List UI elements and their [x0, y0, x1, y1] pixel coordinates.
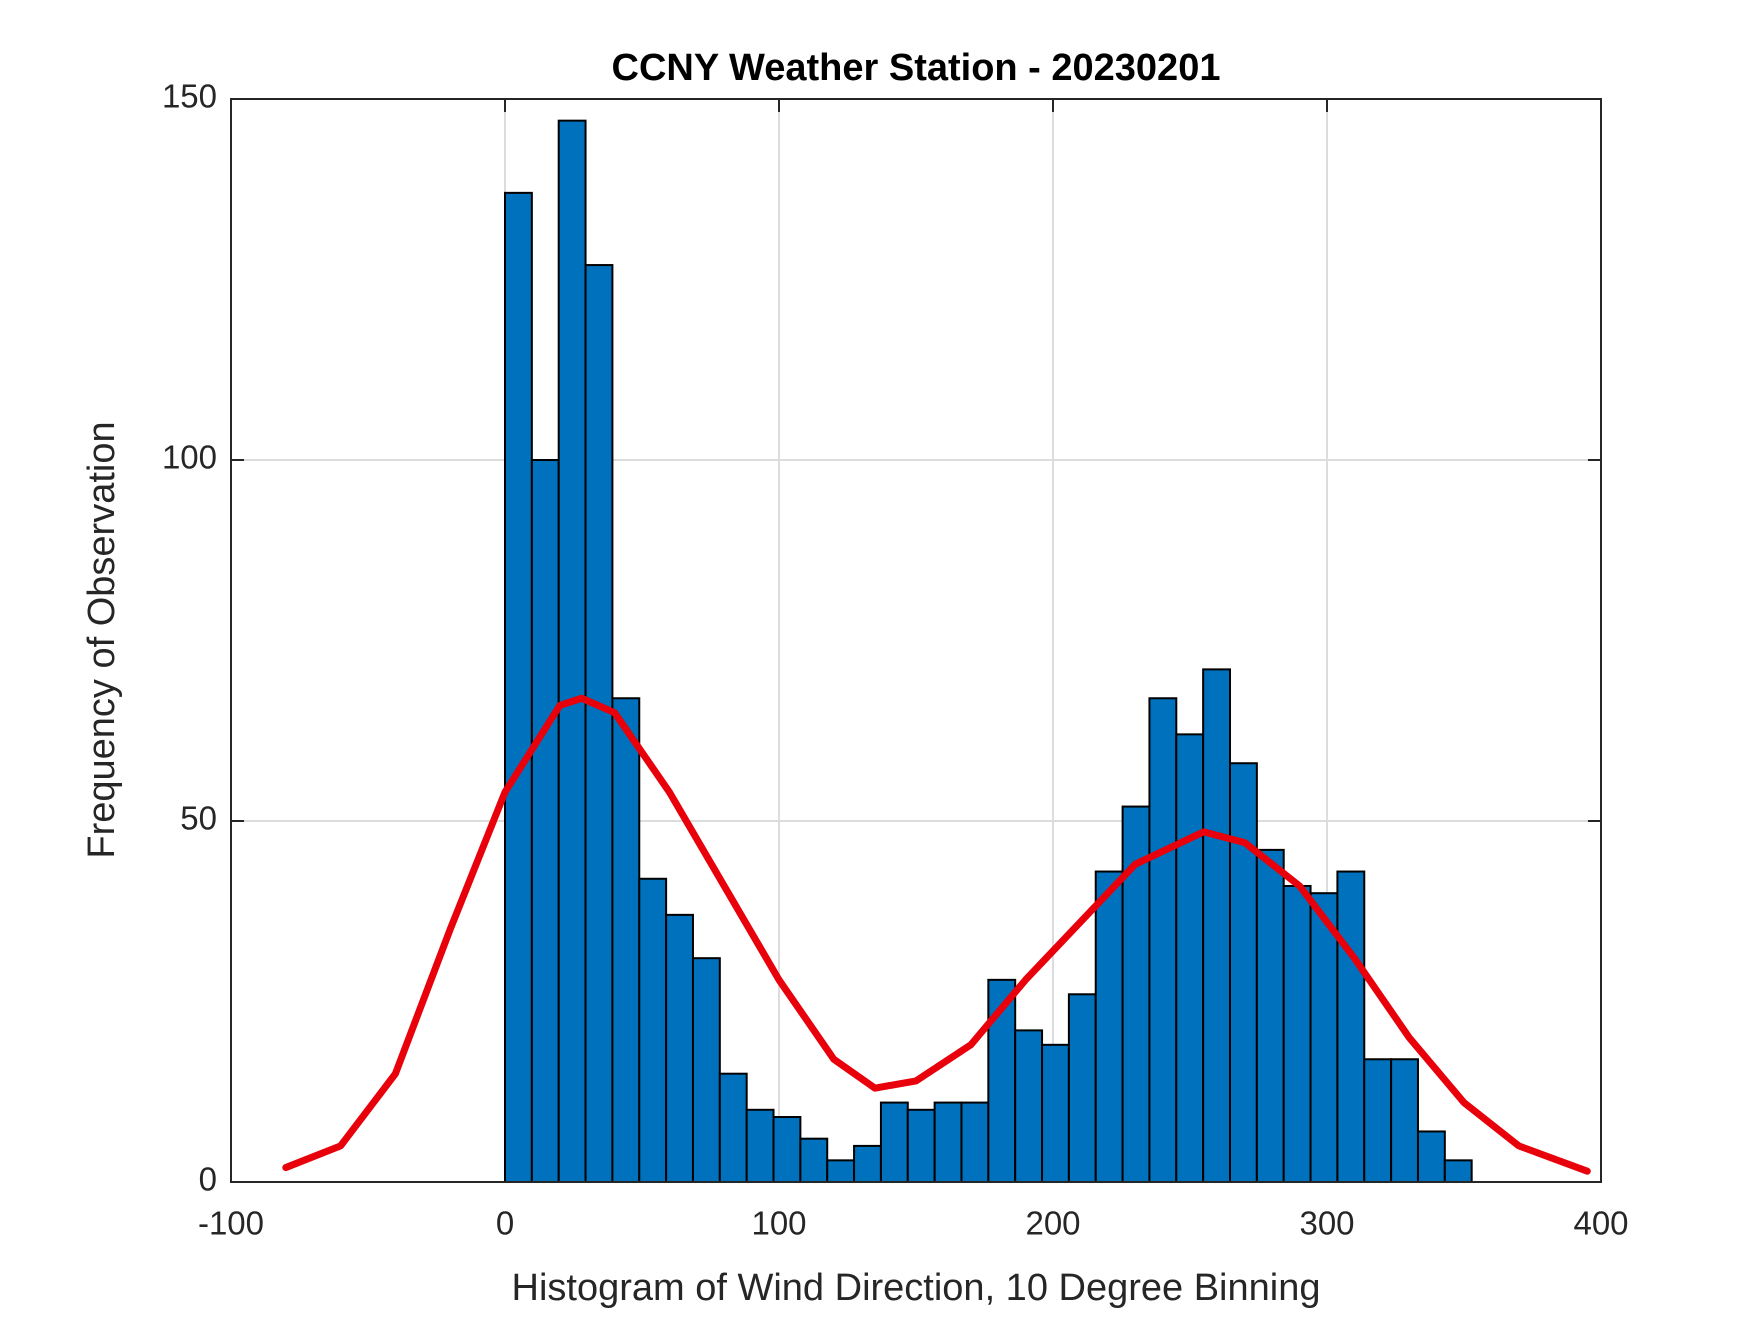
bar — [557, 119, 587, 1183]
bar — [1336, 870, 1366, 1183]
x-tick-label: 400 — [1573, 1205, 1628, 1242]
bar — [611, 697, 641, 1183]
bar — [745, 1108, 775, 1184]
x-axis-label: Histogram of Wind Direction, 10 Degree B… — [512, 1267, 1321, 1309]
bar — [1443, 1159, 1473, 1183]
x-tick-label: 0 — [496, 1205, 514, 1242]
bar — [1309, 892, 1339, 1183]
bar — [1282, 884, 1312, 1183]
bar — [1229, 762, 1258, 1183]
fit-curve — [282, 694, 1591, 1175]
bar — [1363, 1058, 1393, 1184]
x-tick-label: 300 — [1299, 1205, 1354, 1242]
bar — [1041, 1043, 1070, 1183]
y-tick-label: 100 — [162, 439, 217, 476]
bar — [691, 957, 721, 1183]
x-tick-label: 100 — [751, 1205, 806, 1242]
bar — [799, 1137, 829, 1184]
bar — [584, 264, 614, 1183]
bar — [960, 1101, 990, 1183]
bar — [530, 459, 560, 1183]
bar — [1255, 848, 1285, 1183]
bar — [1416, 1130, 1446, 1183]
y-tick-label: 50 — [180, 800, 217, 837]
bar — [826, 1159, 856, 1183]
bar — [906, 1108, 936, 1184]
bar — [1094, 870, 1124, 1183]
bar — [1202, 668, 1232, 1183]
y-tick-label: 0 — [199, 1161, 217, 1198]
bar — [1148, 697, 1178, 1183]
bar — [933, 1101, 963, 1183]
plot-frame — [230, 98, 1602, 1183]
bar — [853, 1144, 882, 1184]
bar — [1067, 993, 1097, 1184]
bar — [718, 1072, 748, 1183]
bar — [504, 191, 533, 1184]
bar — [665, 913, 694, 1183]
bar — [879, 1101, 909, 1183]
bar — [1014, 1029, 1044, 1183]
bar — [1175, 733, 1205, 1183]
y-axis-label: Frequency of Observation — [81, 421, 123, 858]
x-tick-label: 200 — [1025, 1205, 1080, 1242]
bar — [772, 1116, 802, 1184]
y-tick-label: 150 — [162, 78, 217, 115]
x-tick-label: -100 — [198, 1205, 264, 1242]
bar — [638, 877, 668, 1183]
chart-title: CCNY Weather Station - 20230201 — [612, 47, 1221, 89]
bar — [1390, 1058, 1419, 1184]
